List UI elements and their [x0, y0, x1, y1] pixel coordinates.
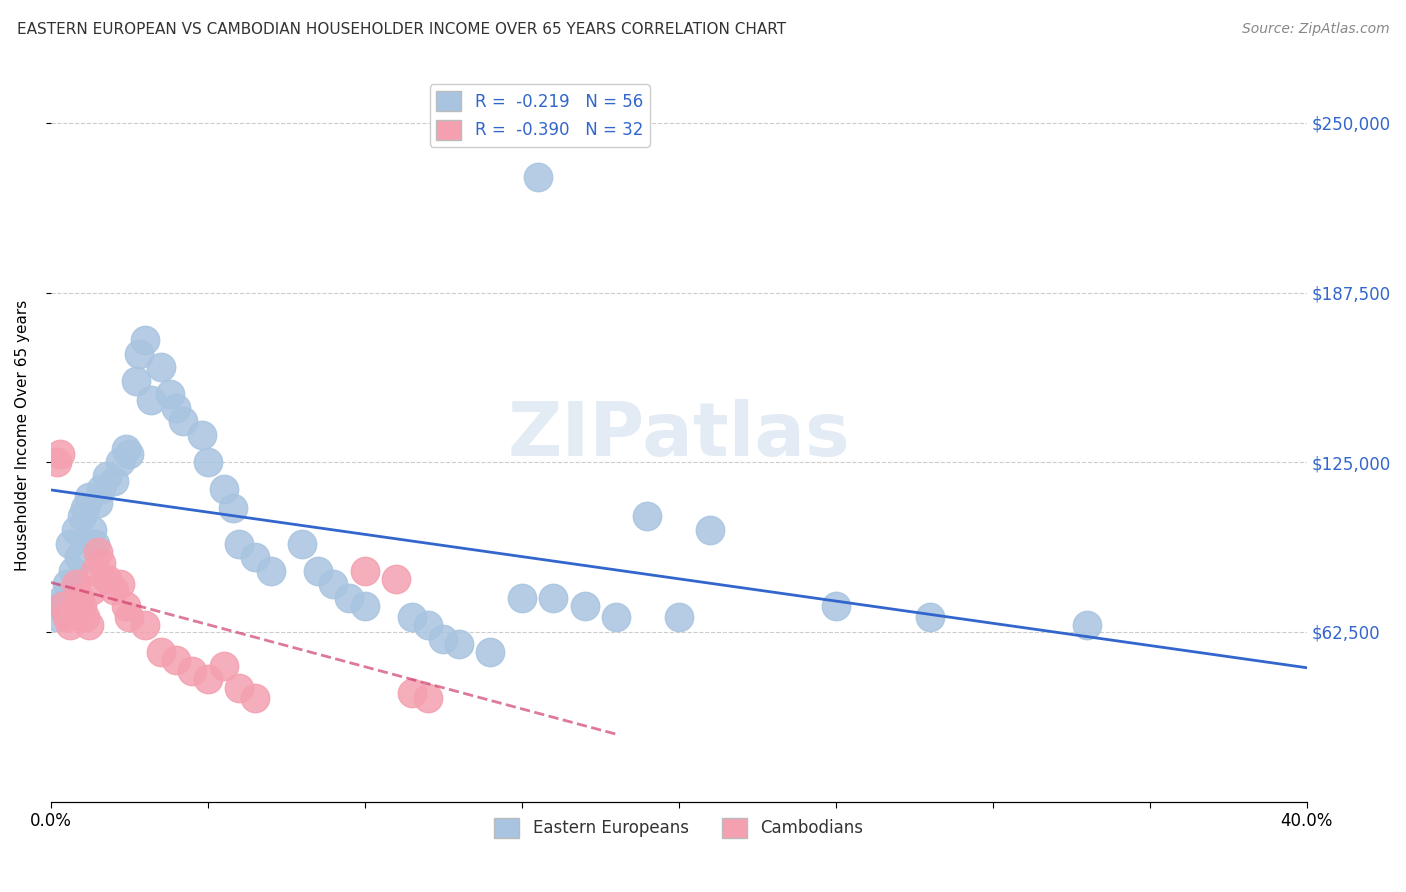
Point [49, 447, 72, 461]
Y-axis label: Householder Income Over 65 years: Householder Income Over 65 years [15, 300, 30, 571]
Point [159, 387, 181, 401]
Point [87, 545, 110, 559]
Point [49, 599, 72, 613]
Point [87, 496, 110, 510]
Point [401, 686, 423, 700]
Point [75, 610, 97, 624]
Point [1076, 618, 1098, 632]
Point [243, 691, 266, 706]
Point [67, 591, 90, 605]
Point [636, 509, 658, 524]
Point [67, 550, 90, 565]
Point [62, 564, 84, 578]
Point [134, 333, 156, 347]
Point [59, 618, 82, 632]
Point [165, 653, 187, 667]
Point [172, 415, 194, 429]
Point [181, 665, 204, 679]
Point [96, 468, 118, 483]
Point [197, 673, 219, 687]
Point [149, 645, 172, 659]
Point [825, 599, 848, 613]
Point [83, 536, 105, 550]
Point [605, 610, 627, 624]
Text: Source: ZipAtlas.com: Source: ZipAtlas.com [1241, 22, 1389, 37]
Point [447, 637, 470, 651]
Legend: Eastern Europeans, Cambodians: Eastern Europeans, Cambodians [488, 811, 870, 845]
Point [228, 681, 250, 695]
Point [46, 610, 69, 624]
Point [141, 392, 163, 407]
Point [574, 599, 596, 613]
Point [510, 591, 533, 605]
Point [699, 523, 721, 537]
Text: ZIPatlas: ZIPatlas [508, 399, 851, 472]
Point [83, 564, 105, 578]
Point [90, 483, 112, 497]
Point [77, 618, 100, 632]
Point [52, 591, 75, 605]
Point [190, 428, 212, 442]
Point [108, 577, 131, 591]
Point [80, 523, 103, 537]
Point [212, 658, 235, 673]
Point [212, 483, 235, 497]
Point [59, 536, 82, 550]
Point [920, 610, 942, 624]
Point [291, 536, 314, 550]
Point [128, 346, 150, 360]
Point [118, 610, 141, 624]
Point [222, 501, 245, 516]
Point [103, 474, 125, 488]
Point [385, 572, 408, 586]
Point [322, 577, 344, 591]
Point [134, 618, 156, 632]
Point [118, 447, 141, 461]
Point [115, 599, 138, 613]
Point [149, 360, 172, 375]
Point [228, 536, 250, 550]
Point [55, 577, 77, 591]
Point [90, 556, 112, 570]
Point [197, 455, 219, 469]
Point [526, 170, 548, 185]
Point [96, 572, 118, 586]
Point [243, 550, 266, 565]
Point [307, 564, 329, 578]
Point [416, 691, 439, 706]
Point [479, 645, 502, 659]
Point [259, 564, 281, 578]
Point [353, 599, 375, 613]
Point [103, 582, 125, 597]
Point [541, 591, 564, 605]
Point [668, 610, 690, 624]
Point [65, 523, 87, 537]
Point [70, 599, 93, 613]
Point [353, 564, 375, 578]
Point [115, 442, 138, 456]
Point [165, 401, 187, 415]
Point [77, 491, 100, 505]
Point [416, 618, 439, 632]
Point [62, 605, 84, 619]
Point [70, 509, 93, 524]
Point [337, 591, 360, 605]
Point [401, 610, 423, 624]
Point [108, 455, 131, 469]
Point [46, 455, 69, 469]
Point [75, 501, 97, 516]
Point [65, 577, 87, 591]
Point [80, 582, 103, 597]
Point [52, 599, 75, 613]
Point [432, 632, 454, 646]
Point [55, 610, 77, 624]
Text: EASTERN EUROPEAN VS CAMBODIAN HOUSEHOLDER INCOME OVER 65 YEARS CORRELATION CHART: EASTERN EUROPEAN VS CAMBODIAN HOUSEHOLDE… [17, 22, 786, 37]
Point [124, 374, 146, 388]
